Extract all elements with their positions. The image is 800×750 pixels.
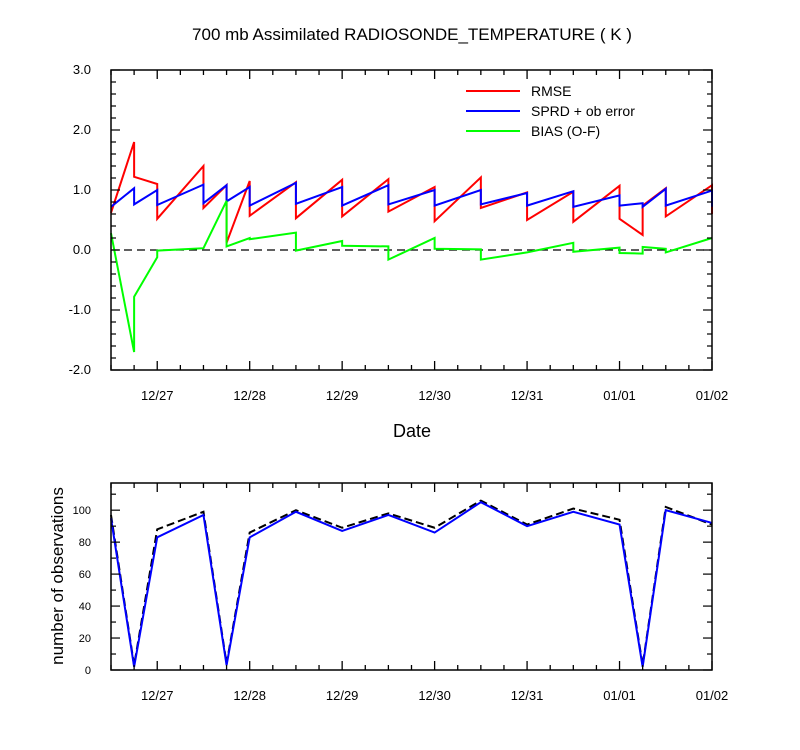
series-line-sprd-ob-error (110, 181, 713, 209)
y-tick-label-80: 80 (79, 537, 91, 549)
x-tick-label-12-28: 12/28 (233, 388, 266, 403)
series-line-possible (110, 499, 713, 666)
series-line-rmse (110, 141, 713, 244)
y-tick-label-1-0: 1.0 (73, 182, 91, 197)
y-tick-label-20: 20 (79, 633, 91, 645)
bottom-series-lines (110, 499, 713, 667)
x-tick-label-01-01: 01/01 (603, 688, 636, 703)
x-tick-label-12-29: 12/29 (326, 388, 359, 403)
y-tick-label-2-0: -2.0 (69, 362, 91, 377)
x-tick-label-12-27: 12/27 (141, 688, 174, 703)
legend-label-bias-o-f: BIAS (O-F) (531, 123, 600, 139)
legend-label-sprd-ob-error: SPRD + ob error (531, 103, 635, 119)
legend-label-rmse: RMSE (531, 83, 571, 99)
top-chart-title: 700 mb Assimilated RADIOSONDE_TEMPERATUR… (192, 25, 632, 44)
y-tick-label-3-0: 3.0 (73, 62, 91, 77)
series-line-used (110, 501, 713, 667)
top-legend: RMSE SPRD + ob error BIAS (O-F) (466, 83, 635, 139)
bottom-axis-ticks: 12/27 12/28 12/29 12/30 12/31 01/01 01/02 0 20 40… (73, 483, 729, 703)
y-tick-label-100: 100 (73, 505, 91, 517)
y-tick-label-0: 0 (85, 665, 91, 677)
x-tick-label-12-29: 12/29 (326, 688, 359, 703)
x-tick-label-01-02: 01/02 (696, 688, 729, 703)
x-tick-label-12-27: 12/27 (141, 388, 174, 403)
y-tick-label-40: 40 (79, 601, 91, 613)
x-tick-label-12-28: 12/28 (233, 688, 266, 703)
series-line-bias-o-f (110, 200, 713, 353)
y-tick-label-0-0: 0.0 (73, 242, 91, 257)
x-tick-label-12-31: 12/31 (511, 688, 544, 703)
bottom-plot-frame (110, 482, 713, 671)
y-tick-label-1-0: -1.0 (69, 302, 91, 317)
top-series-lines (110, 141, 713, 353)
top-axis-ticks: 12/27 12/28 12/29 12/30 12/31 01/01 01/02 3.0 2.… (69, 62, 729, 403)
x-tick-label-01-02: 01/02 (696, 388, 729, 403)
x-tick-label-12-31: 12/31 (511, 388, 544, 403)
y-tick-label-60: 60 (79, 569, 91, 581)
top-x-axis-label: Date (393, 421, 431, 441)
x-tick-label-12-30: 12/30 (418, 388, 451, 403)
bottom-y-axis-label: number of observations (48, 487, 67, 665)
x-tick-label-12-30: 12/30 (418, 688, 451, 703)
y-tick-label-2-0: 2.0 (73, 122, 91, 137)
x-tick-label-01-01: 01/01 (603, 388, 636, 403)
